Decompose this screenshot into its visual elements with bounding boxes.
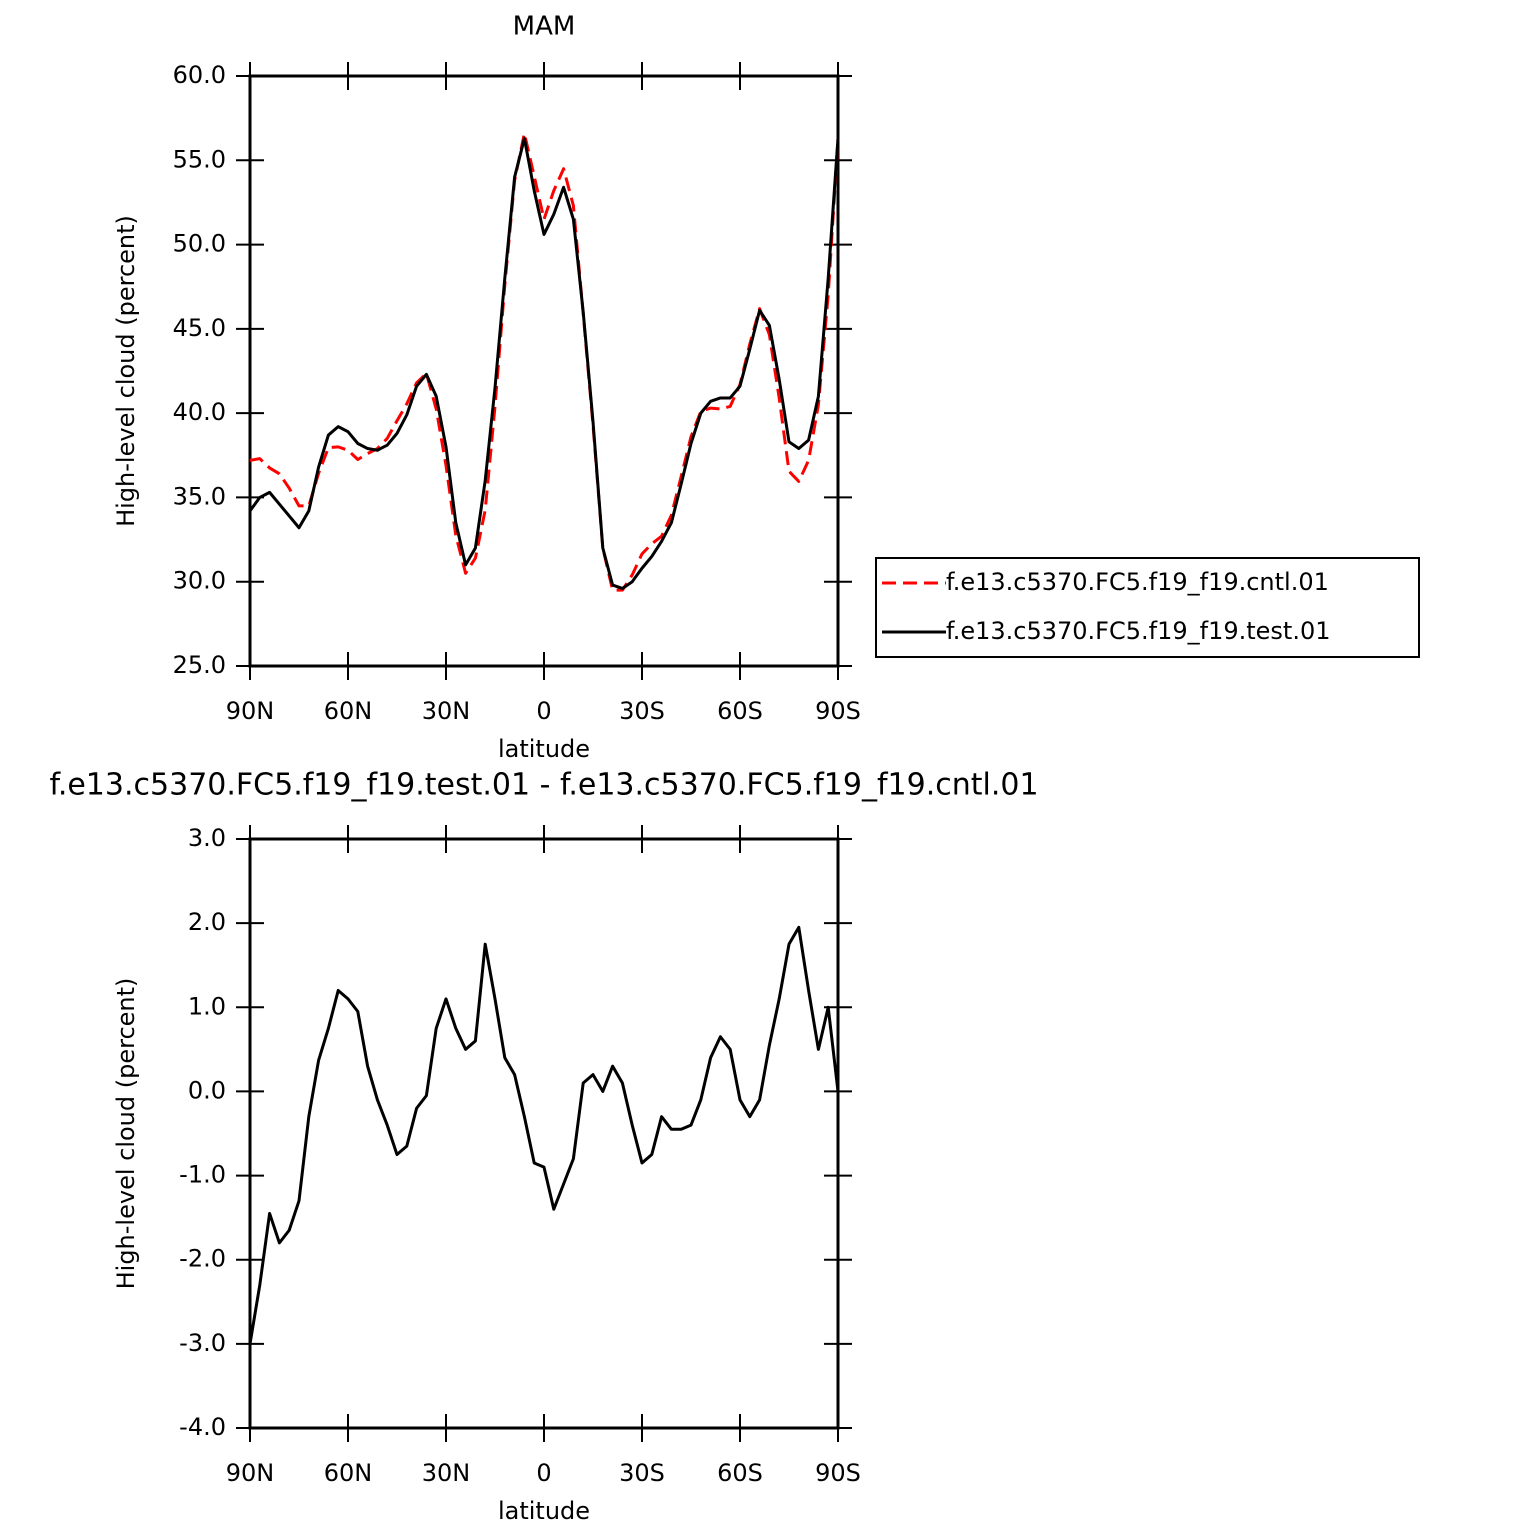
legend-box [875,557,1420,658]
y-tick-label: 35.0 [173,482,226,510]
x-axis-label: latitude [498,1497,590,1525]
x-tick-label: 60S [717,697,763,725]
plot-frame [248,837,840,1430]
y-tick-label: -3.0 [179,1329,226,1357]
y-tick-label: 0.0 [188,1076,226,1104]
y-tick-label: 2.0 [188,908,226,936]
x-tick-label: 90S [815,1459,861,1487]
x-axis-label: latitude [498,735,590,763]
y-axis-label: High-level cloud (percent) [112,215,140,527]
x-tick-label: 90N [226,697,275,725]
x-tick-label: 0 [536,697,551,725]
y-tick-label: -2.0 [179,1245,226,1273]
x-tick-label: 30S [619,697,665,725]
x-tick-label: 60N [324,1459,373,1487]
y-tick-label: -1.0 [179,1161,226,1189]
x-tick-label: 0 [536,1459,551,1487]
x-tick-label: 60N [324,697,373,725]
data-line [249,131,840,592]
y-tick-label: 1.0 [188,992,226,1020]
x-tick-label: 90N [226,1459,275,1487]
data-line [248,136,840,590]
y-tick-label: -4.0 [179,1413,226,1441]
y-tick-label: 25.0 [173,651,226,679]
x-tick-label: 90S [815,697,861,725]
y-tick-label: 45.0 [173,314,226,342]
legend-label: f.e13.c5370.FC5.f19_f19.cntl.01 [946,568,1329,596]
chart-title: MAM [513,12,576,42]
y-tick-label: 55.0 [173,145,226,173]
y-tick-label: 30.0 [173,567,226,595]
plot-frame [248,74,840,668]
y-axis-label: High-level cloud (percent) [112,978,140,1290]
x-tick-label: 30N [422,1459,471,1487]
y-tick-label: 50.0 [173,230,226,258]
y-tick-label: 60.0 [173,61,226,89]
y-tick-label: 40.0 [173,398,226,426]
x-tick-label: 60S [717,1459,763,1487]
y-tick-label: 3.0 [188,824,226,852]
legend-label: f.e13.c5370.FC5.f19_f19.test.01 [946,617,1331,645]
chart-title: f.e13.c5370.FC5.f19_f19.test.01 - f.e13.… [49,768,1038,803]
x-tick-label: 30N [422,697,471,725]
x-tick-label: 30S [619,1459,665,1487]
data-line [248,925,840,1345]
